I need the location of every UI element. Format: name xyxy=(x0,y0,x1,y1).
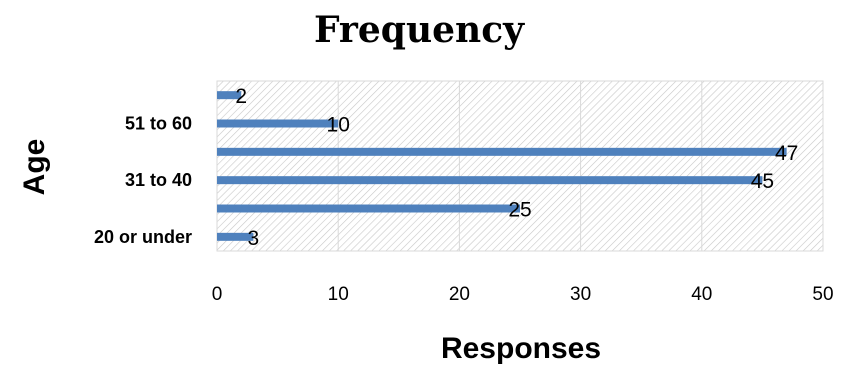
x-tick-label: 20 xyxy=(449,284,470,305)
plot-area xyxy=(216,80,824,252)
bar xyxy=(217,176,763,185)
x-tick-label: 10 xyxy=(328,284,349,305)
data-label: 45 xyxy=(751,170,774,193)
bar xyxy=(217,204,520,213)
data-label: 47 xyxy=(775,142,798,165)
x-tick-label: 50 xyxy=(812,284,833,305)
bars xyxy=(217,91,787,241)
data-label: 25 xyxy=(508,199,531,222)
x-tick-labels: 0 10 20 30 40 50 xyxy=(212,284,834,305)
bar xyxy=(217,147,787,156)
bar xyxy=(217,232,254,241)
bar xyxy=(217,119,339,128)
data-label: 10 xyxy=(327,114,350,137)
gridlines xyxy=(216,81,824,251)
y-axis-title: Age xyxy=(18,139,51,196)
chart-title: Frequency xyxy=(314,9,525,51)
category-labels: 20 or under 31 to 40 51 to 60 xyxy=(94,114,192,247)
bar xyxy=(217,91,242,100)
data-label: 3 xyxy=(248,227,260,250)
x-tick-label: 40 xyxy=(691,284,712,305)
x-tick-label: 0 xyxy=(212,284,223,305)
x-axis-title: Responses xyxy=(441,332,601,365)
category-label: 31 to 40 xyxy=(125,170,192,190)
category-label: 20 or under xyxy=(94,227,192,247)
data-label: 2 xyxy=(235,85,247,108)
x-tick-label: 30 xyxy=(570,284,591,305)
category-label: 51 to 60 xyxy=(125,114,192,134)
